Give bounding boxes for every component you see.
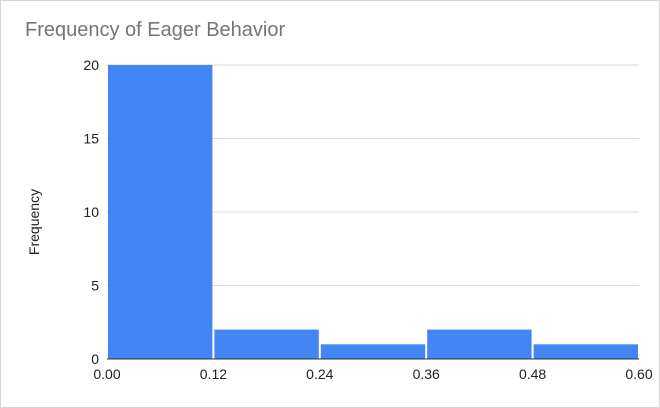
y-tick-label: 15 (83, 131, 99, 147)
bars-layer (108, 65, 638, 359)
histogram-bar (320, 344, 426, 359)
histogram-bar (108, 65, 213, 359)
y-tick-label: 20 (83, 57, 99, 73)
x-tick-label: 0.36 (413, 366, 440, 382)
histogram-bar (214, 329, 319, 359)
x-tick-label: 0.60 (625, 366, 652, 382)
x-tick-label: 0.24 (306, 366, 333, 382)
y-tick-labels: 0 5 10 15 20 (83, 57, 99, 367)
x-tick-label: 0.48 (519, 366, 546, 382)
histogram-bar (427, 329, 532, 359)
x-tick-label: 0.12 (200, 366, 227, 382)
y-tick-label: 10 (83, 204, 99, 220)
y-tick-label: 5 (91, 278, 99, 294)
y-tick-label: 0 (91, 351, 99, 367)
y-axis-label: Frequency (26, 189, 42, 255)
x-tick-label: 0.00 (93, 366, 120, 382)
chart-title: Frequency of Eager Behavior (25, 19, 286, 41)
histogram-bar (533, 344, 638, 359)
x-tick-labels: 0.00 0.12 0.24 0.36 0.48 0.60 (93, 366, 652, 382)
